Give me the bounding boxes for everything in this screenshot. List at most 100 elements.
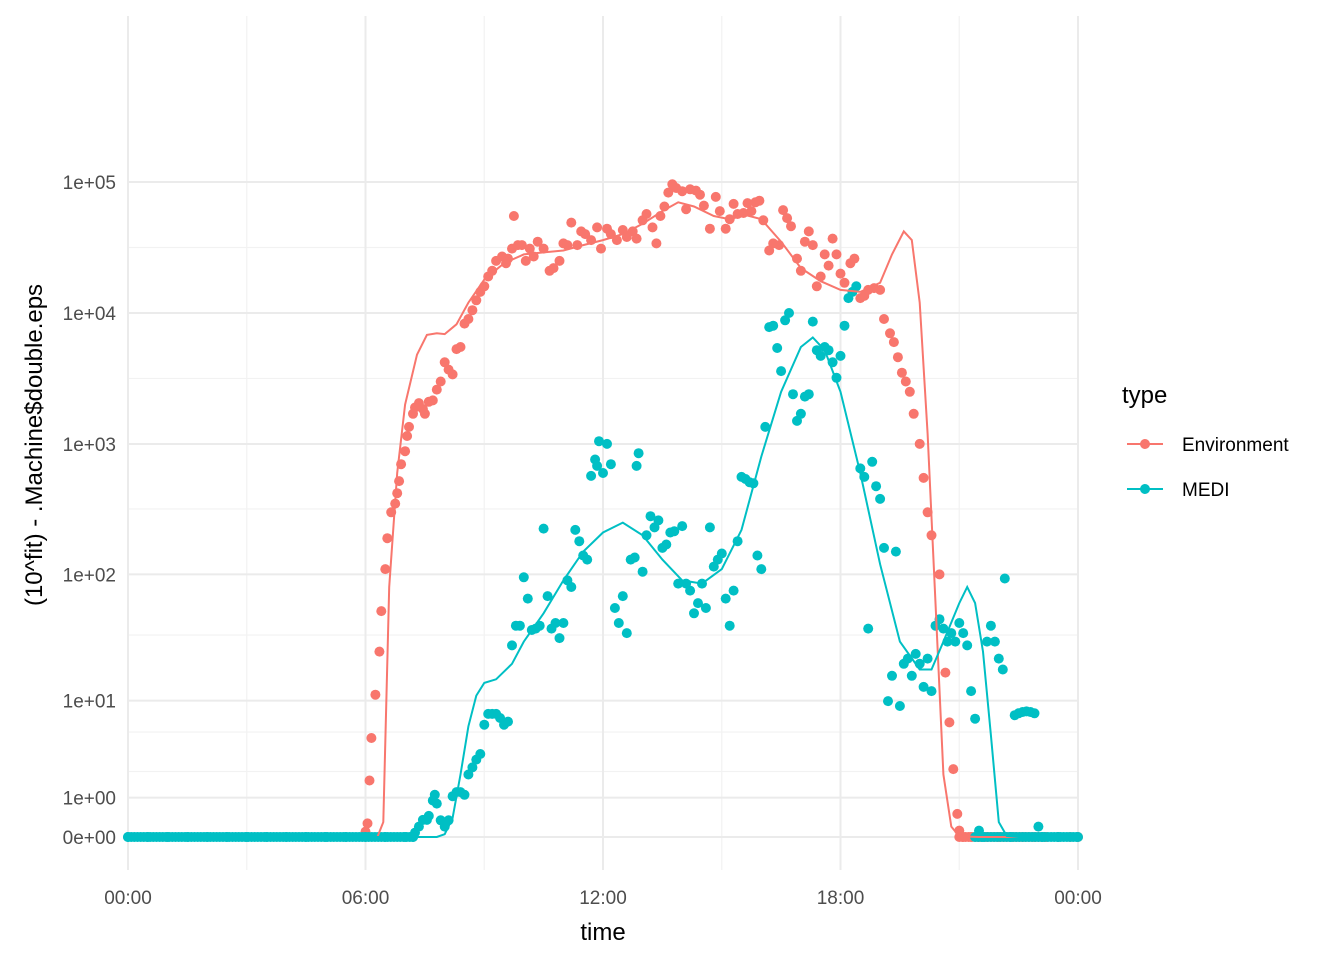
point-environment <box>376 606 387 617</box>
point-environment <box>455 342 466 352</box>
point-environment <box>807 240 818 251</box>
point-medi <box>631 460 642 471</box>
y-tick-label: 1e+03 <box>63 435 116 456</box>
point-environment <box>948 764 959 775</box>
point-medi <box>558 618 569 628</box>
legend-label-medi: MEDI <box>1182 480 1230 501</box>
point-medi <box>867 456 878 467</box>
y-tick-label: 1e+01 <box>63 692 116 713</box>
point-medi <box>669 526 680 537</box>
point-medi <box>467 762 478 773</box>
x-tick-label: 06:00 <box>342 888 390 909</box>
point-environment <box>677 186 688 197</box>
point-medi <box>605 459 616 470</box>
point-medi <box>756 564 767 575</box>
y-tick-label: 1e+04 <box>63 304 117 325</box>
point-medi <box>815 350 826 361</box>
legend-title: type <box>1122 382 1167 409</box>
point-environment <box>562 240 573 251</box>
point-environment <box>918 472 929 483</box>
point-medi <box>550 618 561 628</box>
point-medi <box>962 640 973 651</box>
y-axis-title: (10^fit) - .Machine$double.eps <box>21 284 48 606</box>
point-medi <box>602 438 612 449</box>
point-medi <box>784 308 794 318</box>
point-environment <box>754 195 765 206</box>
point-medi <box>459 789 470 800</box>
point-medi <box>594 436 604 447</box>
data-points <box>123 179 1083 842</box>
point-medi <box>768 320 779 331</box>
point-medi <box>954 618 965 628</box>
point-environment <box>782 213 793 224</box>
point-environment <box>944 717 955 728</box>
point-environment <box>704 223 715 234</box>
point-medi <box>661 539 672 550</box>
point-environment <box>392 488 403 499</box>
point-medi <box>906 670 917 681</box>
point-environment <box>835 268 846 279</box>
point-environment <box>362 818 373 829</box>
point-environment <box>641 209 652 219</box>
point-medi <box>429 789 440 800</box>
point-environment <box>516 240 527 251</box>
point-medi <box>958 628 969 639</box>
point-environment <box>831 249 842 260</box>
point-medi <box>570 524 581 535</box>
y-tick-label: 1e+00 <box>63 789 116 810</box>
point-environment <box>435 376 446 387</box>
point-medi <box>645 511 656 522</box>
point-medi <box>1033 821 1044 832</box>
point-medi <box>514 620 525 631</box>
legend-item-environment: Environment <box>1127 435 1289 456</box>
point-medi <box>503 716 513 727</box>
point-medi <box>673 578 684 589</box>
point-environment <box>400 446 411 457</box>
point-environment <box>885 328 895 339</box>
point-environment <box>934 569 945 580</box>
point-medi <box>613 618 624 628</box>
point-environment <box>374 646 385 657</box>
point-medi <box>938 623 949 634</box>
x-axis-tick-labels: 00:00 06:00 12:00 18:00 00:00 <box>104 888 1102 909</box>
point-medi <box>752 550 763 561</box>
point-environment <box>548 263 559 274</box>
legend-item-medi: MEDI <box>1127 480 1230 501</box>
point-environment <box>720 223 731 234</box>
point-environment <box>471 295 482 306</box>
point-environment <box>811 281 822 292</box>
point-environment <box>714 206 725 217</box>
y-tick-label: 1e+05 <box>63 173 116 194</box>
point-environment <box>728 198 739 209</box>
point-environment <box>427 395 438 406</box>
point-medi <box>592 460 603 471</box>
point-medi <box>999 573 1010 584</box>
point-environment <box>888 337 899 348</box>
point-medi <box>653 515 664 526</box>
point-medi <box>693 598 703 609</box>
point-medi <box>879 542 889 553</box>
point-environment <box>839 277 850 288</box>
point-medi <box>689 608 699 619</box>
point-medi <box>950 636 961 647</box>
point-medi <box>677 521 688 532</box>
point-environment <box>467 305 478 316</box>
point-environment <box>778 205 789 216</box>
point-medi <box>926 686 937 697</box>
point-medi <box>542 591 553 602</box>
point-medi <box>910 648 921 659</box>
legend: type Environment MEDI <box>1122 382 1289 501</box>
point-medi <box>522 593 533 604</box>
point-environment <box>823 260 834 271</box>
point-medi <box>985 620 996 631</box>
point-medi <box>724 620 735 631</box>
point-environment <box>566 217 577 228</box>
legend-label-environment: Environment <box>1182 435 1289 456</box>
point-medi <box>716 548 727 559</box>
point-medi <box>621 628 632 639</box>
point-environment <box>908 408 919 419</box>
point-medi <box>728 585 739 596</box>
point-environment <box>404 421 414 432</box>
point-medi <box>617 591 628 602</box>
